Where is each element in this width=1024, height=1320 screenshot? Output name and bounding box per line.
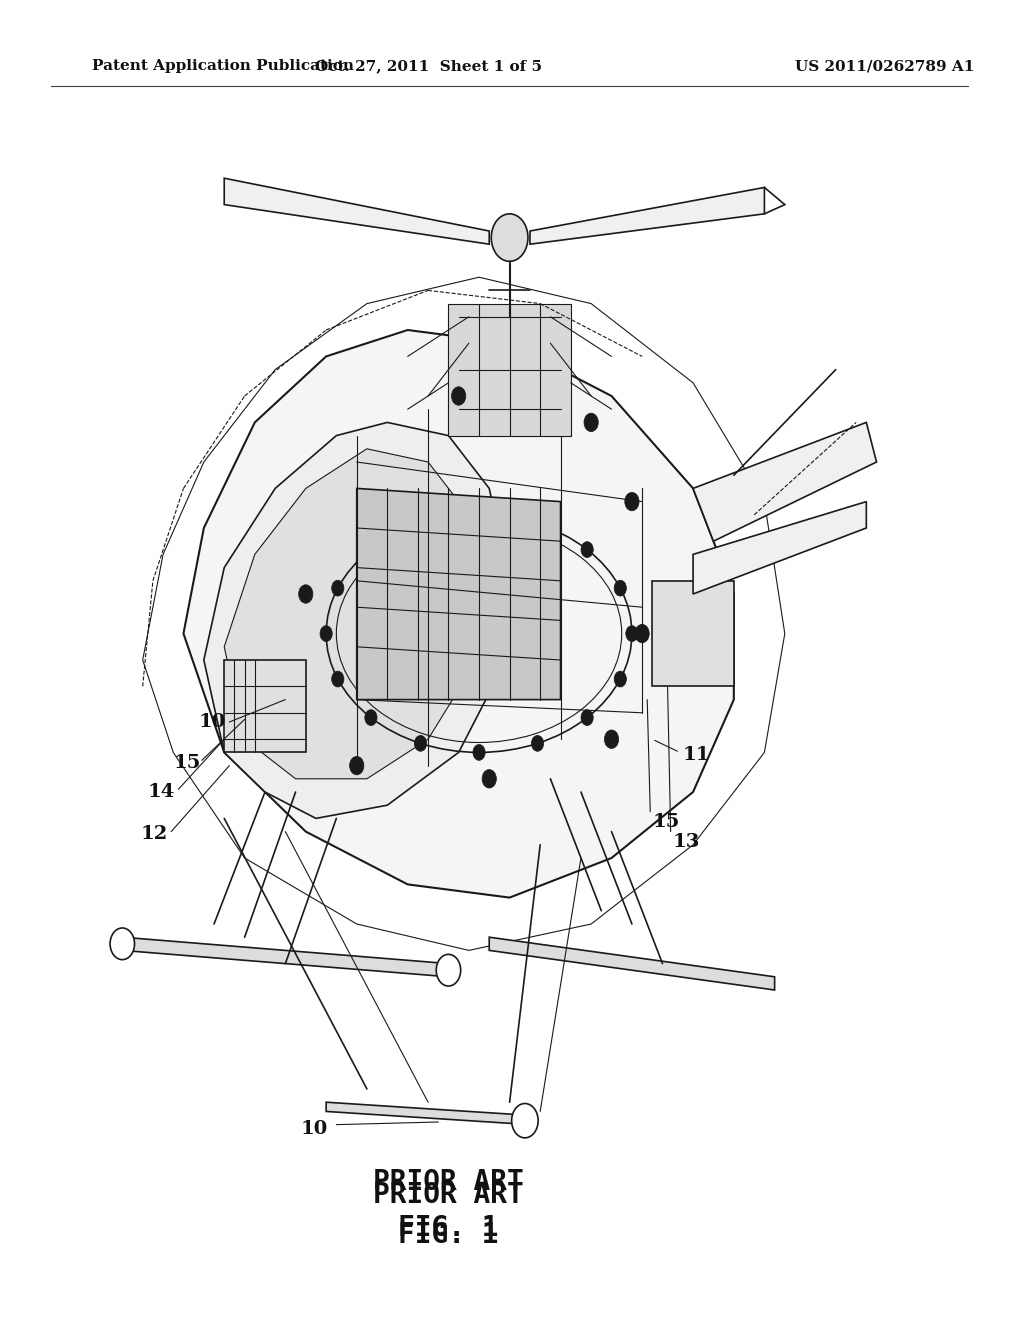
Polygon shape [224,449,479,779]
Text: FIG. 1: FIG. 1 [398,1214,499,1242]
Polygon shape [122,937,449,977]
Polygon shape [327,1102,530,1125]
Text: 10: 10 [301,1119,328,1138]
Text: 15: 15 [652,813,680,832]
Polygon shape [183,330,734,898]
Text: US 2011/0262789 A1: US 2011/0262789 A1 [795,59,975,74]
Circle shape [436,954,461,986]
Circle shape [614,581,627,597]
Text: PRIOR ART: PRIOR ART [373,1168,524,1196]
Polygon shape [693,502,866,594]
Text: 14: 14 [147,783,175,801]
Polygon shape [224,178,489,244]
Circle shape [581,541,593,557]
Circle shape [321,626,332,642]
Circle shape [110,928,134,960]
Polygon shape [449,304,570,436]
Circle shape [626,626,638,642]
Polygon shape [204,422,510,818]
Polygon shape [530,187,764,244]
Text: PRIOR ART: PRIOR ART [373,1181,524,1209]
Text: 15: 15 [173,754,201,772]
Circle shape [473,507,485,523]
Circle shape [635,624,649,643]
Circle shape [349,756,364,775]
Circle shape [299,585,313,603]
Circle shape [581,710,593,726]
Circle shape [482,770,497,788]
Circle shape [604,730,618,748]
Text: FIG. 1: FIG. 1 [398,1221,499,1249]
Text: 12: 12 [140,825,168,843]
Circle shape [531,735,544,751]
Circle shape [332,671,344,686]
Text: 10: 10 [199,713,226,731]
Circle shape [584,413,598,432]
Circle shape [415,516,427,532]
Circle shape [473,744,485,760]
Circle shape [492,214,528,261]
Circle shape [625,492,639,511]
Circle shape [452,387,466,405]
Polygon shape [652,581,734,686]
Polygon shape [693,422,877,541]
Polygon shape [356,488,560,700]
Text: Oct. 27, 2011  Sheet 1 of 5: Oct. 27, 2011 Sheet 1 of 5 [314,59,542,74]
Circle shape [332,581,344,597]
Circle shape [365,541,377,557]
Text: 13: 13 [673,833,700,851]
Polygon shape [489,937,774,990]
Circle shape [415,735,427,751]
Text: Patent Application Publication: Patent Application Publication [92,59,353,74]
Circle shape [365,710,377,726]
Text: 11: 11 [683,746,711,764]
Polygon shape [224,660,306,752]
Circle shape [512,1104,539,1138]
Circle shape [531,516,544,532]
Circle shape [614,671,627,686]
